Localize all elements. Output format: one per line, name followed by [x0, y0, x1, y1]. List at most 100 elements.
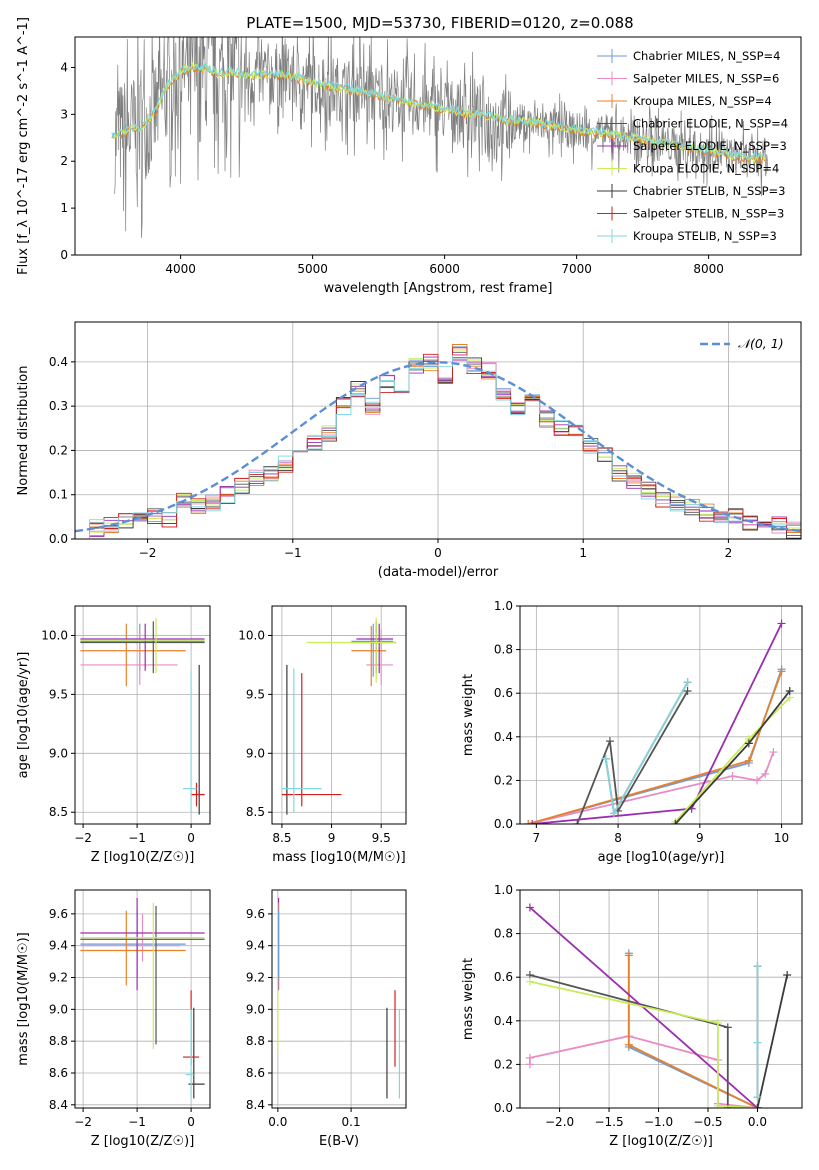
x-tick-label: 8000 — [693, 262, 724, 276]
y-tick-label: 0.0 — [494, 817, 513, 831]
weight-marker-kroupa_elodie — [713, 1018, 722, 1027]
weight-line-chabrier_stelib — [756, 974, 789, 1108]
legend-label: Chabrier ELODIE, N_SSP=4 — [633, 117, 788, 131]
y-tick-label: 8.4 — [49, 1098, 68, 1112]
x-axis-label: E(B-V) — [319, 1134, 359, 1149]
y-tick-label: 0.8 — [494, 927, 513, 941]
plot-area — [277, 897, 401, 1099]
weight-marker-kroupa_miles — [524, 820, 533, 824]
panel-age_vs_Z: −2 −1 0 8.5 9.0 9.5 10.0 Z [log10(Z/Z☉)] age [lo… — [16, 605, 211, 865]
axes-frame — [271, 605, 407, 825]
weight-marker-salpeter_elodie — [777, 619, 786, 628]
panel-age_vs_mass: 8.5 9 9.5 8.5 9.0 9.5 10.0 mass [log10(M/M☉)] — [238, 605, 407, 865]
y-tick-label: 9.0 — [246, 746, 265, 760]
panel-residuals: −2 −1 0 1 2 0.0 0.1 0.2 0.3 0.4 (data-model)/error… — [16, 321, 802, 580]
y-tick-label: 9.2 — [246, 971, 265, 985]
weight-marker-salpeter_miles — [761, 769, 770, 778]
plot-area — [80, 897, 205, 1099]
plot-area — [111, 37, 769, 239]
x-tick-label: 0 — [187, 1115, 195, 1129]
weight-marker-salpeter_elodie — [525, 903, 534, 912]
panel-mass_vs_Z: −2 −1 0 8.4 8.6 8.8 9.0 9.2 9.4 9.6 Z [log10(Z/Z☉)… — [16, 889, 211, 1149]
weight-line-chabrier_miles — [627, 953, 758, 1108]
x-tick-label: −1 — [128, 1115, 146, 1129]
y-tick-label: 9.0 — [246, 1002, 265, 1016]
x-tick-label: 0 — [187, 831, 195, 845]
y-tick-label: 8.4 — [246, 1098, 265, 1112]
weight-marker-kroupa_stelib — [753, 1093, 762, 1102]
plot-area — [281, 617, 397, 815]
x-axis-label: Z [log10(Z/Z☉)] — [609, 1134, 713, 1149]
y-tick-label: 3 — [60, 107, 68, 121]
y-tick-label: 0.1 — [49, 488, 68, 502]
y-axis-label: mass weight — [461, 958, 476, 1040]
x-tick-label: 4000 — [165, 262, 196, 276]
model-spectrum-kroupa_miles — [111, 63, 766, 165]
y-tick-label: 8.6 — [49, 1066, 68, 1080]
x-tick-label: 5000 — [297, 262, 328, 276]
axes-frame — [519, 889, 803, 1109]
legend: 𝒩(0, 1) — [700, 336, 784, 351]
x-tick-label: 9 — [328, 831, 336, 845]
histogram-kroupa_stelib — [75, 355, 801, 539]
legend-label: Salpeter MILES, N_SSP=6 — [633, 72, 779, 86]
y-tick-label: 0 — [60, 248, 68, 262]
y-tick-label: 9.4 — [49, 939, 68, 953]
y-tick-label: 10.0 — [41, 628, 68, 642]
y-tick-label: 0.4 — [49, 355, 68, 369]
weight-marker-chabrier_elodie — [683, 687, 692, 696]
weight-marker-kroupa_miles — [744, 756, 753, 765]
weight-marker-kroupa_elodie — [525, 977, 534, 986]
y-tick-label: 0.6 — [494, 970, 513, 984]
x-tick-label: −1 — [128, 831, 146, 845]
x-tick-label: 0.0 — [268, 1115, 287, 1129]
histogram-salpeter_stelib — [75, 347, 801, 539]
legend-label: Kroupa STELIB, N_SSP=3 — [633, 229, 777, 243]
y-tick-label: 1 — [60, 201, 68, 215]
legend-label: Salpeter STELIB, N_SSP=3 — [633, 207, 784, 221]
x-tick-label: 9.5 — [372, 831, 391, 845]
weight-marker-kroupa_stelib — [683, 678, 692, 687]
x-tick-label: −2 — [74, 1115, 92, 1129]
weight-marker-salpeter_miles — [769, 748, 778, 757]
weight-marker-chabrier_stelib — [785, 687, 794, 696]
x-tick-label: −2 — [139, 546, 157, 560]
x-tick-label: 6000 — [429, 262, 460, 276]
y-tick-label: 0.2 — [494, 773, 513, 787]
y-tick-label: 9.6 — [49, 907, 68, 921]
weight-marker-kroupa_miles — [777, 667, 786, 676]
weight-marker-kroupa_stelib — [753, 962, 762, 971]
y-tick-label: 8.5 — [246, 805, 265, 819]
weight-line-salpeter_miles — [529, 1035, 758, 1108]
weight-marker-kroupa_elodie — [713, 1101, 722, 1108]
axes-frame — [271, 889, 407, 1109]
weight-marker-kroupa_miles — [624, 951, 633, 960]
plot-area — [524, 619, 794, 824]
y-tick-label: 0.6 — [494, 686, 513, 700]
y-tick-label: 0.2 — [494, 1057, 513, 1071]
legend-label: Kroupa MILES, N_SSP=4 — [633, 94, 772, 108]
x-tick-label: −1.0 — [644, 1115, 673, 1129]
y-axis-label: Normed distribution — [16, 366, 31, 496]
y-tick-label: 4 — [60, 60, 68, 74]
weight-marker-chabrier_stelib — [671, 820, 680, 824]
weight-marker-chabrier_stelib — [783, 971, 792, 980]
axes-frame — [74, 889, 211, 1109]
plot-area — [75, 344, 801, 539]
x-axis-label: wavelength [Angstrom, rest frame] — [324, 281, 553, 296]
y-tick-label: 2 — [60, 154, 68, 168]
weight-line-kroupa_elodie — [674, 696, 791, 823]
x-tick-label: −2.0 — [545, 1115, 574, 1129]
x-tick-label: 10 — [774, 831, 789, 845]
x-tick-label: 0.0 — [748, 1115, 767, 1129]
y-tick-label: 0.3 — [49, 399, 68, 413]
y-axis-label: Flux [f_λ 10^-17 erg cm^-2 s^-1 A^-1] — [16, 17, 31, 275]
x-tick-label: −2 — [74, 831, 92, 845]
plot-area — [525, 903, 792, 1108]
normal-curve — [75, 361, 801, 533]
x-axis-label: mass [log10(M/M☉)] — [272, 850, 405, 865]
weight-marker-chabrier_stelib — [744, 739, 753, 748]
y-tick-label: 0.4 — [494, 730, 513, 744]
